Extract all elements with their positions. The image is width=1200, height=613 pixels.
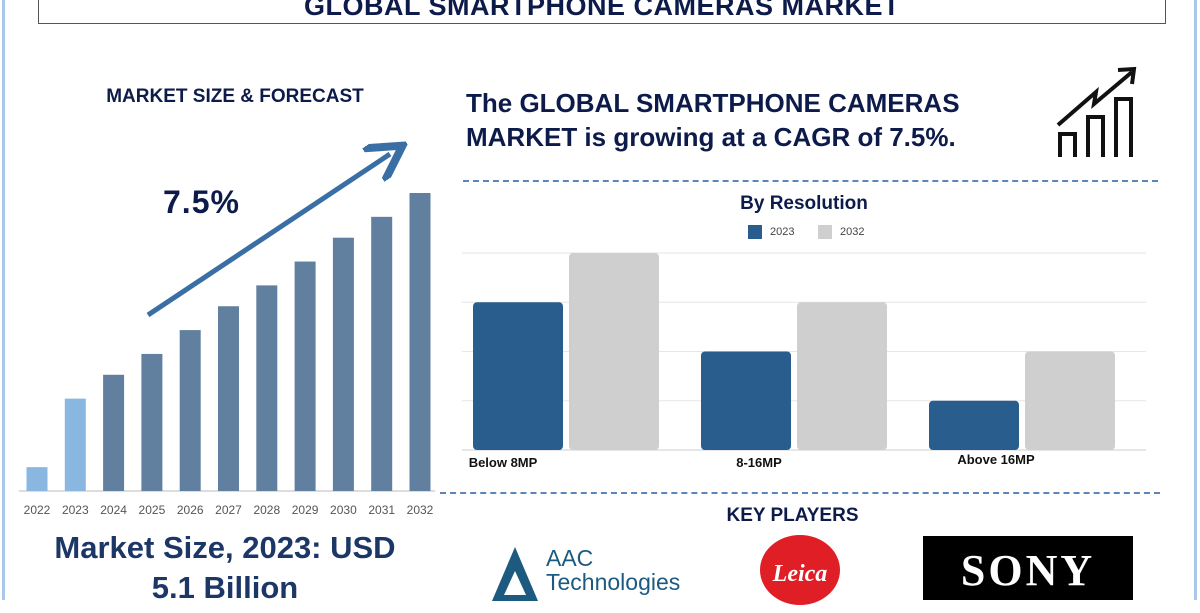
bar-2023 — [64, 398, 86, 491]
cagr-headline: The GLOBAL SMARTPHONE CAMERAS MARKET is … — [466, 86, 1006, 154]
x-tick-label: 2032 — [407, 503, 434, 517]
x-tick-label: 2030 — [330, 503, 357, 517]
bar-2028 — [256, 285, 278, 491]
divider-bottom — [440, 492, 1160, 494]
cagr-annotation: 7.5% — [163, 184, 240, 220]
leica-logo: Leica — [760, 535, 840, 605]
legend-label: 2032 — [840, 226, 865, 238]
x-tick-label: 2026 — [177, 503, 204, 517]
legend-item-2032: 2032 — [818, 225, 864, 239]
bar-Above 16MP-2023 — [929, 400, 1019, 450]
resolution-chart-title: By Resolution — [740, 193, 868, 214]
market-size-heading: MARKET SIZE & FORECAST — [106, 86, 364, 107]
x-tick-label: 2031 — [368, 503, 395, 517]
bar-2025 — [141, 353, 163, 491]
growth-chart-icon — [1056, 66, 1137, 157]
page-title: GLOBAL SMARTPHONE CAMERAS MARKET — [304, 0, 900, 21]
legend-item-2023: 2023 — [748, 225, 794, 239]
x-tick-label: 2029 — [292, 503, 319, 517]
x-tick-label: Below 8MP — [469, 455, 538, 470]
market-forecast-chart: 2022 2023 2024 2025 2026 2027 2028 2029 2030 2031… — [19, 0, 435, 517]
aac-logo-mark-icon — [492, 547, 538, 601]
legend-swatch — [748, 225, 762, 239]
bar-Below 8MP-2032 — [569, 253, 659, 450]
headline-line2: MARKET is growing at a CAGR of 7.5%. — [466, 122, 956, 152]
frame-border-right — [1194, 0, 1197, 600]
growth-arrow-icon — [146, 154, 390, 318]
bar-2030 — [332, 237, 354, 491]
bar-2032 — [409, 193, 431, 491]
title-box — [38, 0, 1166, 24]
bar-Above 16MP-2032 — [1025, 351, 1115, 450]
aac-technologies-logo: AAC Technologies — [490, 540, 700, 601]
bar-8-16MP-2032 — [797, 302, 887, 450]
resolution-chart: Below 8MP 8-16MP Above 16MP — [462, 252, 1146, 470]
bar-2022 — [26, 467, 48, 491]
market-size-text: Market Size, 2023: USD 5.1 Billion — [20, 528, 430, 608]
sony-logo: SONY — [923, 536, 1133, 600]
bar-Below 8MP-2023 — [473, 302, 563, 450]
legend-label: 2023 — [770, 226, 795, 238]
x-tick-label: 2027 — [215, 503, 242, 517]
x-tick-label: 2023 — [62, 503, 89, 517]
bar-2029 — [294, 261, 316, 491]
headline-line1: The GLOBAL SMARTPHONE CAMERAS — [466, 88, 960, 118]
key-players-heading: KEY PLAYERS — [726, 505, 859, 526]
x-tick-label: Above 16MP — [957, 452, 1035, 467]
market-size-line2: 5.1 Billion — [151, 570, 299, 605]
x-tick-label: 2028 — [253, 503, 280, 517]
x-tick-label: 2024 — [100, 503, 127, 517]
x-tick-label: 8-16MP — [736, 455, 782, 470]
bar-2027 — [218, 306, 239, 491]
bar-2026 — [179, 330, 201, 491]
x-tick-label: 2025 — [139, 503, 166, 517]
bar-8-16MP-2023 — [701, 351, 791, 450]
market-size-line1: Market Size, 2023: USD — [54, 530, 396, 565]
divider-top — [463, 180, 1158, 182]
bar-2031 — [371, 216, 393, 491]
bar-2024 — [103, 374, 125, 491]
x-tick-label: 2022 — [24, 503, 51, 517]
frame-border-left — [2, 0, 5, 600]
legend-swatch — [818, 225, 832, 239]
aac-logo-text: AAC Technologies — [546, 545, 681, 595]
